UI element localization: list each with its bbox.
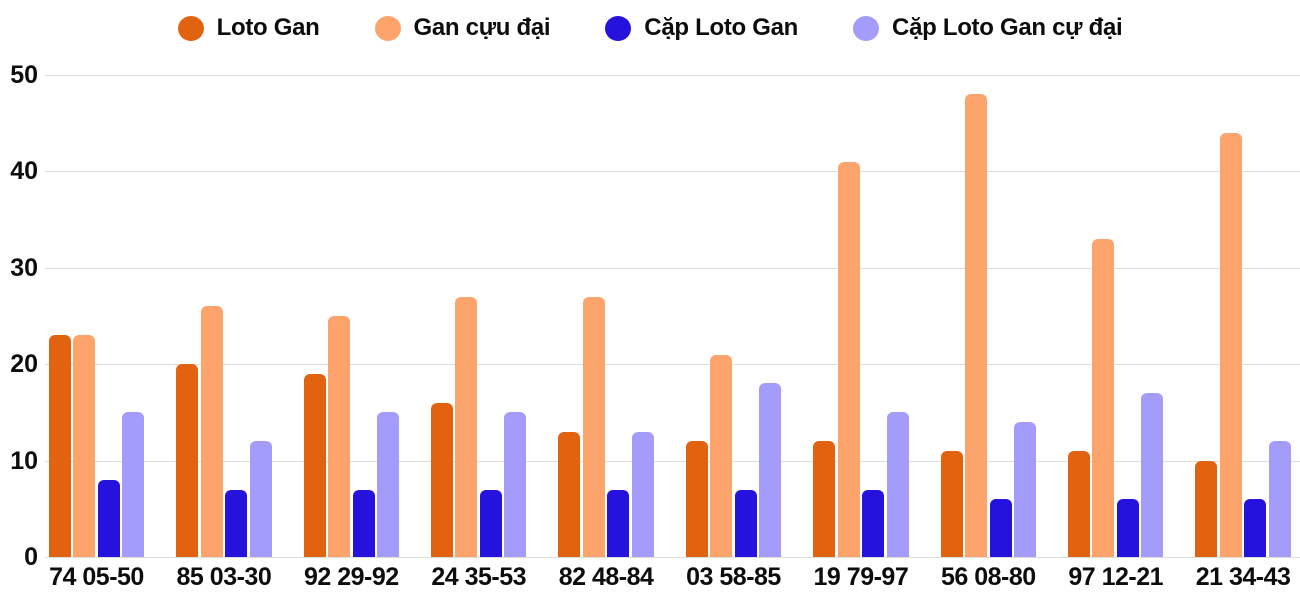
bar-cap-loto-gan-92-29-92[interactable] xyxy=(352,489,375,557)
gridline-10 xyxy=(45,460,1300,462)
x-axis-label-92-29-92: 92 29-92 xyxy=(303,563,399,591)
bar-cap-loto-gan-cu-ai-19-79-97[interactable] xyxy=(886,412,909,557)
y-axis-tick-20: 20 xyxy=(10,350,38,379)
bar-loto-gan-03-58-85[interactable] xyxy=(685,441,708,557)
bar-cap-loto-gan-cu-ai-21-34-43[interactable] xyxy=(1268,441,1291,557)
bar-cap-loto-gan-cu-ai-24-35-53[interactable] xyxy=(504,412,527,557)
x-axis-label-97-12-21: 97 12-21 xyxy=(1068,563,1164,591)
bar-cap-loto-gan-cu-ai-85-03-30[interactable] xyxy=(249,441,272,557)
legend-item-cap-loto-gan[interactable]: Cặp Loto Gan xyxy=(605,14,798,42)
bar-gan-cuu-ai-19-79-97[interactable] xyxy=(837,161,860,557)
bar-loto-gan-21-34-43[interactable] xyxy=(1195,460,1218,557)
y-axis-tick-30: 30 xyxy=(10,253,38,282)
y-axis-tick-50: 50 xyxy=(10,61,38,89)
bar-cap-loto-gan-56-08-80[interactable] xyxy=(989,499,1012,557)
gridline-50 xyxy=(45,75,1300,76)
bar-cap-loto-gan-cu-ai-74-05-50[interactable] xyxy=(122,412,145,557)
bar-cap-loto-gan-cu-ai-92-29-92[interactable] xyxy=(377,412,400,557)
x-axis-label-24-35-53: 24 35-53 xyxy=(431,563,527,591)
gridline-20 xyxy=(45,364,1300,366)
x-axis-label-82-48-84: 82 48-84 xyxy=(558,563,654,591)
bar-loto-gan-97-12-21[interactable] xyxy=(1067,450,1090,557)
gridline-30 xyxy=(45,267,1300,269)
bar-gan-cuu-ai-24-35-53[interactable] xyxy=(455,296,478,557)
bar-cap-loto-gan-cu-ai-97-12-21[interactable] xyxy=(1141,393,1164,557)
x-axis-label-74-05-50: 74 05-50 xyxy=(49,563,144,591)
x-axis-label-03-58-85: 03 58-85 xyxy=(686,563,781,591)
gridline-40 xyxy=(45,171,1300,173)
x-axis-label-85-03-30: 85 03-30 xyxy=(176,563,272,591)
chart-legend: Loto Gan Gan cựu đại Cặp Loto Gan Cặp Loto … xyxy=(0,8,1300,48)
gridline-0 xyxy=(45,557,1300,558)
bar-cap-loto-gan-cu-ai-56-08-80[interactable] xyxy=(1014,422,1037,557)
legend-swatch-icon xyxy=(605,15,632,41)
legend-swatch-icon xyxy=(853,15,880,41)
bar-cap-loto-gan-97-12-21[interactable] xyxy=(1116,499,1139,557)
bar-gan-cuu-ai-56-08-80[interactable] xyxy=(965,94,988,557)
bar-cap-loto-gan-24-35-53[interactable] xyxy=(479,489,502,557)
bar-loto-gan-92-29-92[interactable] xyxy=(303,373,326,557)
legend-item-gan-cuu-ai[interactable]: Gan cựu đại xyxy=(374,14,551,42)
bar-gan-cuu-ai-21-34-43[interactable] xyxy=(1219,132,1242,557)
bar-gan-cuu-ai-82-48-84[interactable] xyxy=(582,296,605,557)
bar-cap-loto-gan-03-58-85[interactable] xyxy=(734,489,757,557)
y-axis-tick-0: 0 xyxy=(24,543,38,571)
legend-swatch-icon xyxy=(374,15,401,41)
bar-loto-gan-85-03-30[interactable] xyxy=(176,364,199,557)
bar-cap-loto-gan-21-34-43[interactable] xyxy=(1244,499,1267,557)
y-axis-tick-40: 40 xyxy=(10,157,38,186)
x-axis-label-56-08-80: 56 08-80 xyxy=(940,563,1036,591)
x-axis-label-21-34-43: 21 34-43 xyxy=(1195,563,1291,591)
bar-cap-loto-gan-85-03-30[interactable] xyxy=(225,489,248,557)
y-axis-tick-10: 10 xyxy=(10,446,38,475)
bar-gan-cuu-ai-03-58-85[interactable] xyxy=(710,354,733,557)
bar-gan-cuu-ai-85-03-30[interactable] xyxy=(200,306,223,557)
legend-label: Cặp Loto Gan xyxy=(644,14,799,41)
legend-swatch-icon xyxy=(177,15,204,41)
bar-cap-loto-gan-74-05-50[interactable] xyxy=(97,479,120,557)
legend-item-loto-gan[interactable]: Loto Gan xyxy=(177,14,320,42)
bar-loto-gan-24-35-53[interactable] xyxy=(430,402,453,557)
bar-gan-cuu-ai-97-12-21[interactable] xyxy=(1092,238,1115,557)
bar-gan-cuu-ai-74-05-50[interactable] xyxy=(73,335,96,557)
bar-cap-loto-gan-82-48-84[interactable] xyxy=(607,489,630,557)
bar-cap-loto-gan-cu-ai-82-48-84[interactable] xyxy=(631,431,654,557)
bar-loto-gan-19-79-97[interactable] xyxy=(813,441,836,557)
legend-label: Gan cựu đại xyxy=(413,14,551,41)
bar-loto-gan-56-08-80[interactable] xyxy=(940,450,963,557)
bar-cap-loto-gan-cu-ai-03-58-85[interactable] xyxy=(759,383,782,557)
bar-loto-gan-82-48-84[interactable] xyxy=(558,431,581,557)
legend-label: Loto Gan xyxy=(216,14,320,41)
bar-gan-cuu-ai-92-29-92[interactable] xyxy=(328,316,351,557)
legend-item-cap-loto-gan-cu-ai[interactable]: Cặp Loto Gan cự đại xyxy=(853,14,1123,42)
legend-label: Cặp Loto Gan cự đại xyxy=(892,14,1123,41)
x-axis-label-19-79-97: 19 79-97 xyxy=(813,563,909,591)
bar-cap-loto-gan-19-79-97[interactable] xyxy=(862,489,885,557)
bar-loto-gan-74-05-50[interactable] xyxy=(48,335,71,557)
